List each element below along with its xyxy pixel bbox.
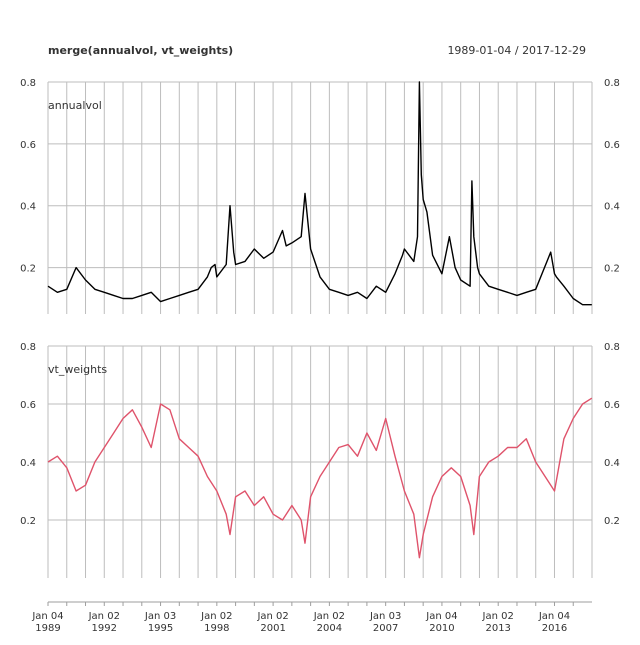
x-tick-label: Jan 02 [200, 611, 232, 622]
annualvol-series-line [47, 81, 592, 306]
x-tick-label: Jan 04 [425, 611, 457, 622]
y-tick-label-left: 0.2 [20, 516, 36, 527]
y-tick-label-left: 0.6 [20, 140, 36, 151]
y-tick-label-right: 0.6 [604, 400, 620, 411]
x-tick-label-year: 1995 [148, 623, 173, 634]
annualvol-panel: annualvol 0.2 0.2 0.4 0.4 0.6 0.6 0.8 0.8 [20, 78, 620, 314]
x-tick-label: Jan 02 [313, 611, 345, 622]
x-tick-label: Jan 03 [369, 611, 401, 622]
y-tick-label-right: 0.6 [604, 140, 620, 151]
x-tick-label-year: 1998 [204, 623, 229, 634]
x-tick-label-year: 2010 [429, 623, 454, 634]
x-tick-label: Jan 04 [538, 611, 570, 622]
vt-weights-panel-label: vt_weights [48, 363, 107, 376]
x-tick-label-year: 2013 [485, 623, 510, 634]
annualvol-panel-label: annualvol [48, 99, 102, 112]
vt-weights-y-ticks: 0.2 0.2 0.4 0.4 0.6 0.6 0.8 0.8 [20, 342, 620, 527]
vt-weights-series-line [47, 397, 593, 559]
y-tick-label-right: 0.4 [604, 458, 620, 469]
y-tick-label-right: 0.2 [604, 516, 620, 527]
vt-weights-panel: vt_weights 0.2 0.2 0.4 0.4 0.6 0.6 0.8 0.8 [20, 342, 620, 578]
y-tick-label-right: 0.2 [604, 264, 620, 275]
y-tick-label-left: 0.8 [20, 342, 36, 353]
chart-title: merge(annualvol, vt_weights) [48, 44, 233, 57]
annualvol-grid [47, 81, 593, 314]
x-tick-label: Jan 02 [482, 611, 514, 622]
x-tick-label-year: 1989 [35, 623, 60, 634]
x-tick-label: Jan 04 [31, 611, 63, 622]
x-tick-label: Jan 02 [256, 611, 288, 622]
y-tick-label-right: 0.8 [604, 342, 620, 353]
date-range: 1989-01-04 / 2017-12-29 [447, 44, 586, 57]
annualvol-y-ticks: 0.2 0.2 0.4 0.4 0.6 0.6 0.8 0.8 [20, 78, 620, 275]
x-tick-label: Jan 02 [88, 611, 120, 622]
x-tick-label: Jan 03 [144, 611, 176, 622]
x-tick-label-year: 1992 [92, 623, 117, 634]
x-tick-label-year: 2007 [373, 623, 398, 634]
y-tick-label-right: 0.4 [604, 202, 620, 213]
x-tick-label-year: 2016 [542, 623, 567, 634]
y-tick-label-left: 0.4 [20, 458, 36, 469]
vt-weights-grid [47, 345, 593, 578]
y-tick-label-right: 0.8 [604, 78, 620, 89]
x-tick-label-year: 2004 [317, 623, 342, 634]
y-tick-label-left: 0.2 [20, 264, 36, 275]
y-tick-label-left: 0.8 [20, 78, 36, 89]
y-tick-label-left: 0.6 [20, 400, 36, 411]
x-tick-label-year: 2001 [260, 623, 285, 634]
y-tick-label-left: 0.4 [20, 202, 36, 213]
